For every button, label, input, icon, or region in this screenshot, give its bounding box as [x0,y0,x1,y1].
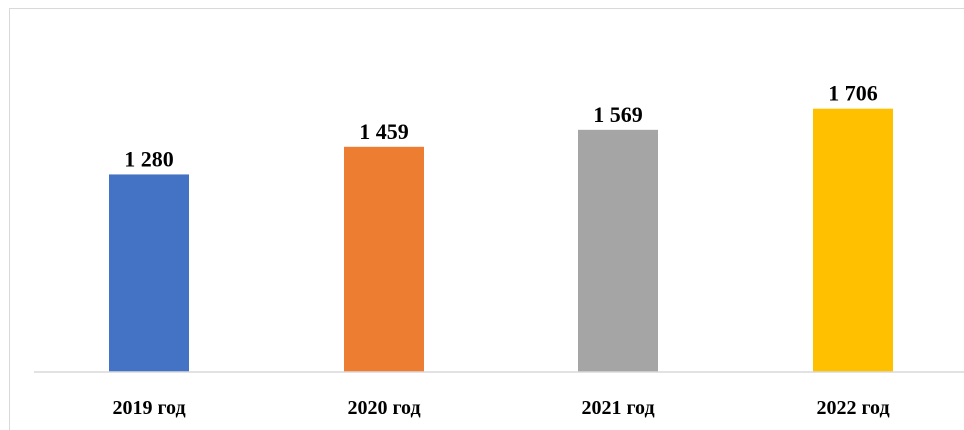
data-label-1: 1 280 [124,146,174,171]
data-label-2: 1 459 [359,119,409,144]
data-label-4: 1 706 [828,81,878,106]
bar-2 [344,146,424,372]
bars-group [109,108,893,372]
bar-1 [109,174,189,372]
data-label-3: 1 569 [593,102,643,127]
bar-3 [578,129,658,372]
x-tick-label-1: 2019 год [112,397,185,419]
x-tick-label-2: 2020 год [347,397,420,419]
x-tick-label-3: 2021 год [581,397,654,419]
labels-group: 1 280 2019 год 1 459 2020 год 1 569 2021 год 1… [112,81,889,419]
bar-4 [813,108,893,372]
x-tick-label-4: 2022 год [816,397,889,419]
